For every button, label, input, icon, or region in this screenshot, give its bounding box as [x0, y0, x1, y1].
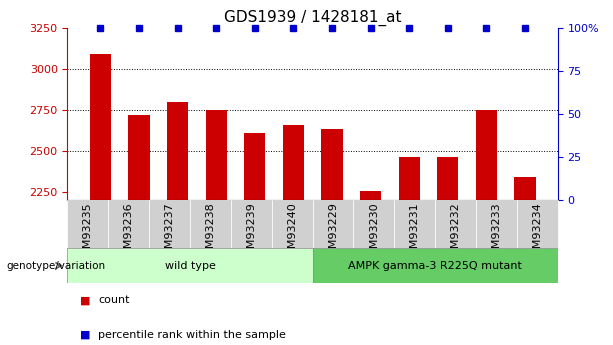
Bar — [89, 54, 111, 200]
Text: GSM93240: GSM93240 — [287, 203, 297, 263]
Bar — [476, 110, 497, 200]
Bar — [437, 157, 459, 200]
Text: ■: ■ — [80, 330, 90, 339]
Text: GSM93234: GSM93234 — [533, 203, 543, 263]
Bar — [313, 200, 354, 248]
Bar — [313, 248, 558, 283]
Text: GSM93230: GSM93230 — [369, 203, 379, 263]
Bar — [517, 200, 558, 248]
Bar — [128, 115, 150, 200]
Bar — [283, 125, 304, 200]
Bar — [394, 200, 435, 248]
Bar — [231, 200, 272, 248]
Text: GSM93237: GSM93237 — [165, 203, 175, 263]
Text: AMPK gamma-3 R225Q mutant: AMPK gamma-3 R225Q mutant — [348, 261, 522, 270]
Bar — [109, 200, 149, 248]
Text: GSM93239: GSM93239 — [246, 203, 256, 263]
Text: wild type: wild type — [165, 261, 215, 270]
Bar — [205, 110, 227, 200]
Text: GSM93238: GSM93238 — [205, 203, 215, 263]
Text: GSM93232: GSM93232 — [451, 203, 460, 263]
Bar — [149, 200, 190, 248]
Bar — [354, 200, 394, 248]
Bar — [67, 200, 109, 248]
Bar — [167, 101, 188, 200]
Text: GSM93236: GSM93236 — [124, 203, 134, 263]
Bar — [435, 200, 476, 248]
Text: ■: ■ — [80, 295, 90, 305]
Text: GSM93231: GSM93231 — [410, 203, 420, 263]
Text: count: count — [98, 295, 129, 305]
Bar — [244, 133, 265, 200]
Text: percentile rank within the sample: percentile rank within the sample — [98, 330, 286, 339]
Bar — [476, 200, 517, 248]
Title: GDS1939 / 1428181_at: GDS1939 / 1428181_at — [224, 10, 402, 26]
Bar — [514, 177, 536, 200]
Text: GSM93229: GSM93229 — [328, 203, 338, 263]
Bar — [321, 129, 343, 200]
Bar — [360, 191, 381, 200]
Bar — [398, 157, 420, 200]
Bar — [272, 200, 313, 248]
Bar — [190, 200, 231, 248]
Text: GSM93233: GSM93233 — [492, 203, 501, 263]
Text: GSM93235: GSM93235 — [83, 203, 93, 263]
Text: genotype/variation: genotype/variation — [6, 261, 105, 270]
Bar — [67, 248, 313, 283]
